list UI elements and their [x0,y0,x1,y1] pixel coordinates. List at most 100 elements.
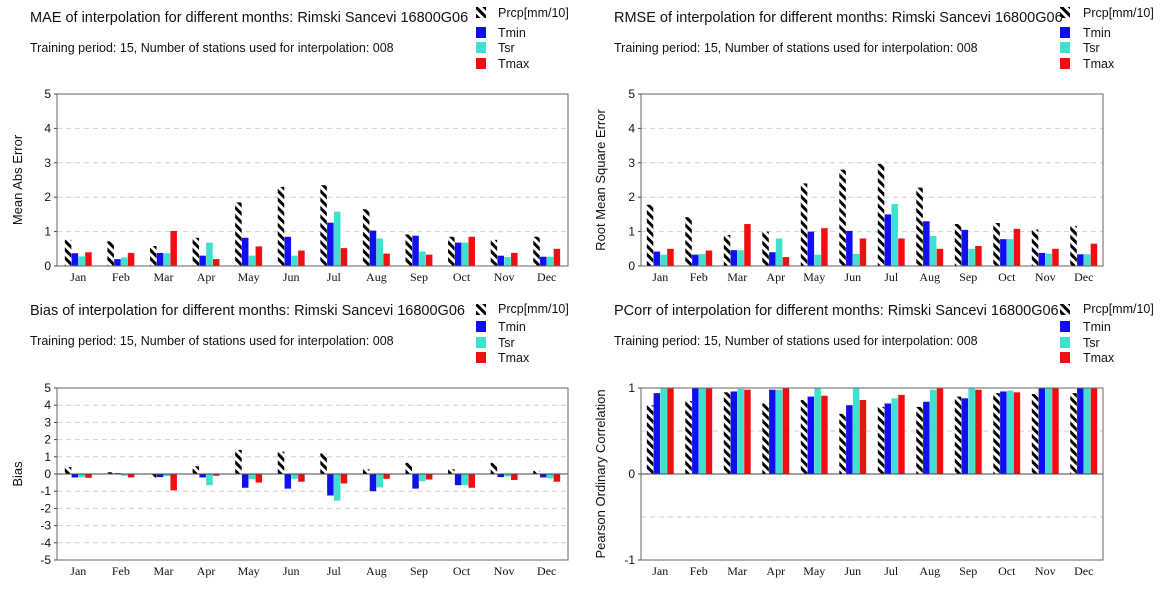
bar-tsr-dec [546,474,554,479]
bar-tsr-oct [461,474,469,486]
bar-tmin-jun [284,474,292,489]
legend-label-prcp: Prcp[mm/10] [498,6,569,20]
legend-label-tmin: Tmin [498,26,526,40]
bar-prcp-feb [685,217,692,266]
bar-tmax-jan [667,248,674,266]
pcorr-chart-plot: Jan Feb Mar Apr May Jun Jul Aug Sep Oct Nov Dec -1 0 1 [624,381,1104,578]
bar-prcp-sep [954,396,962,474]
legend-swatch-tsr [1060,42,1070,53]
legend-label-tsr: Tsr [498,41,515,55]
bar-tmax-dec [1090,243,1098,266]
bar-prcp-dec [533,470,540,474]
bar-tmin-sep [961,229,969,266]
pcorr-chart-legend: Prcp[mm/10] Tmin Tsr Tmax [1060,302,1154,365]
bar-tmax-may [821,228,828,266]
bar-tsr-feb [698,388,706,474]
x-tick-label: Apr [197,564,216,578]
x-tick-label: Apr [766,564,785,578]
bar-tmin-apr [199,474,206,478]
x-tick-label: Aug [919,564,940,578]
mae-chart-legend: Prcp[mm/10] Tmin Tsr Tmax [476,6,569,71]
bar-prcp-oct [993,223,1000,266]
bar-tsr-oct [1006,239,1014,266]
bar-tsr-dec [1083,254,1091,266]
y-tick-label: 0 [628,259,635,273]
bar-prcp-nov [1031,229,1039,266]
bar-tsr-oct [461,242,469,266]
bar-tmin-may [241,237,249,266]
bar-tmin-jan [653,251,661,266]
bar-tmin-nov [497,255,504,266]
bias-chart-plot: Jan Feb Mar Apr May Jun Jul Aug Sep Oct Nov Dec -5 -4… [40,381,569,578]
bar-prcp-mar [723,392,731,474]
x-tick-label: Oct [453,564,471,578]
legend-swatch-tmax [1060,352,1070,363]
bar-tmax-oct [1013,392,1021,474]
legend-label-tsr: Tsr [1083,41,1100,55]
bar-tmin-may [241,474,249,488]
plot-frame [640,387,1104,561]
bar-tsr-mar [163,253,171,266]
bar-tmax-apr [212,474,220,476]
legend-label-tmax: Tmax [498,351,530,365]
bar-tmax-sep [975,389,982,474]
y-tick-label: 1 [628,225,635,239]
legend-swatch-tmax [1060,58,1070,69]
x-tick-label: Apr [766,270,785,284]
bar-tsr-apr [775,389,783,474]
bar-tmin-feb [114,259,121,266]
bar-tsr-jan [660,388,667,474]
bar-tmax-feb [705,388,713,474]
x-tick-label: May [803,564,825,578]
bar-tsr-aug [376,238,384,266]
bar-tmax-feb [127,252,135,266]
legend-swatch-tmin [1060,321,1070,332]
bar-tsr-mar [737,388,744,474]
bar-prcp-may [800,400,808,474]
bar-tmin-may [807,231,815,266]
legend-swatch-tsr [476,42,486,53]
y-tick-label: 4 [44,398,51,412]
bias-chart-legend: Prcp[mm/10] Tmin Tsr Tmax [476,302,569,365]
bar-prcp-mar [150,474,157,478]
x-tick-label: Dec [1074,270,1093,284]
y-tick-label: 1 [44,450,51,464]
mae-chart-title: MAE of interpolation for different month… [30,10,468,26]
x-tick-label: Sep [410,270,428,284]
bar-prcp-jun [277,451,285,474]
bar-tmin-oct [1000,391,1007,474]
x-tick-label: Jul [327,564,342,578]
bar-tmax-nov [1052,388,1059,474]
bar-tmax-dec [553,474,561,482]
plot-area [641,94,1103,266]
bar-prcp-may [800,183,808,266]
y-tick-label: 3 [44,415,51,429]
bar-prcp-apr [762,231,769,266]
y-tick-label: 0 [44,467,51,481]
x-tick-label: Dec [1074,564,1093,578]
x-tick-label: May [803,270,825,284]
bar-tmax-may [255,246,263,266]
bar-tmax-mar [170,230,177,266]
bar-tmax-jul [340,248,348,266]
y-tick-label: -1 [40,484,51,498]
mae-chart-subtitle: Training period: 15, Number of stations … [30,41,394,55]
y-tick-label: -3 [40,519,51,533]
x-tick-label: Jun [283,270,300,284]
rmse-chart-subtitle: Training period: 15, Number of stations … [614,41,978,55]
bar-tsr-dec [1083,388,1091,474]
rmse-chart-legend: Prcp[mm/10] Tmin Tsr Tmax [1060,6,1154,71]
bar-tsr-may [814,388,821,474]
y-tick-label: 1 [44,225,51,239]
x-tick-label: Dec [537,564,556,578]
bar-tmin-apr [199,255,206,266]
bar-tmax-dec [1090,388,1098,474]
bar-tmax-nov [511,474,518,481]
bar-tmin-mar [156,252,164,266]
y-tick-label: 5 [44,381,51,395]
y-tick-label: 2 [44,433,51,447]
bar-tmax-apr [782,257,790,266]
bar-tmax-oct [1013,228,1021,266]
bar-tsr-aug [929,389,937,474]
